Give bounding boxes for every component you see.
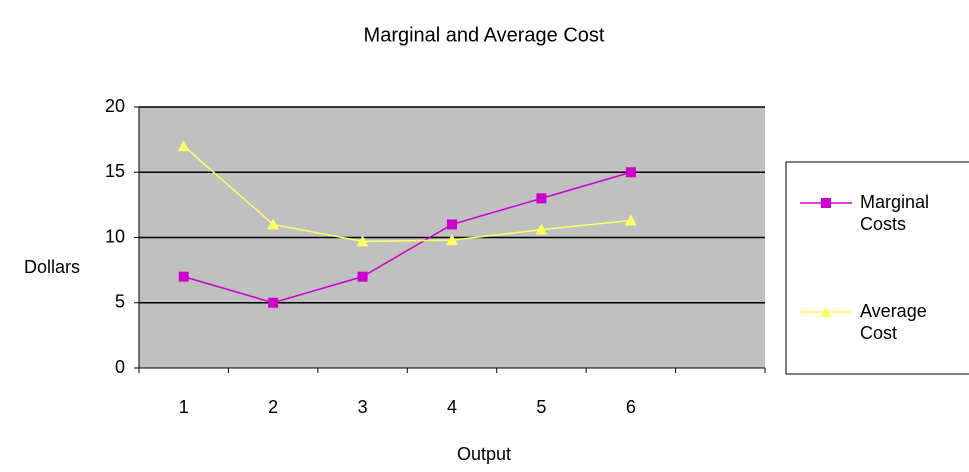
marker (624, 214, 637, 226)
x-tick-label: 6 (626, 397, 636, 417)
series-line (183, 145, 631, 243)
y-tick-label: 0 (115, 357, 125, 377)
legend-marker (821, 198, 831, 208)
legend-label: Average Cost (860, 301, 927, 343)
marker (267, 218, 280, 230)
chart-title: Marginal and Average Cost (364, 24, 605, 46)
x-tick-label: 2 (268, 397, 278, 417)
series-line (183, 171, 632, 304)
marker (625, 167, 636, 178)
marker (446, 234, 458, 246)
marker (178, 271, 189, 282)
legend-box (785, 161, 969, 375)
y-axis-label: Dollars (24, 257, 80, 277)
y-tick-label: 15 (105, 161, 125, 181)
y-tick-label: 20 (105, 96, 125, 116)
marker (536, 193, 547, 204)
x-tick-label: 3 (358, 397, 368, 417)
y-tick-label: 10 (105, 226, 125, 246)
x-tick-label: 4 (447, 397, 457, 417)
legend-label: Marginal Costs (860, 192, 930, 234)
x-tick-label: 5 (536, 397, 546, 417)
x-tick-label: 1 (179, 397, 189, 417)
marker (357, 271, 368, 282)
x-axis-label: Output (457, 444, 511, 464)
marker (177, 140, 190, 152)
legend-marker (820, 306, 832, 317)
marker (356, 235, 369, 247)
marker (535, 223, 548, 235)
y-tick-label: 5 (115, 292, 125, 312)
marker (268, 297, 279, 308)
marker (447, 219, 457, 230)
